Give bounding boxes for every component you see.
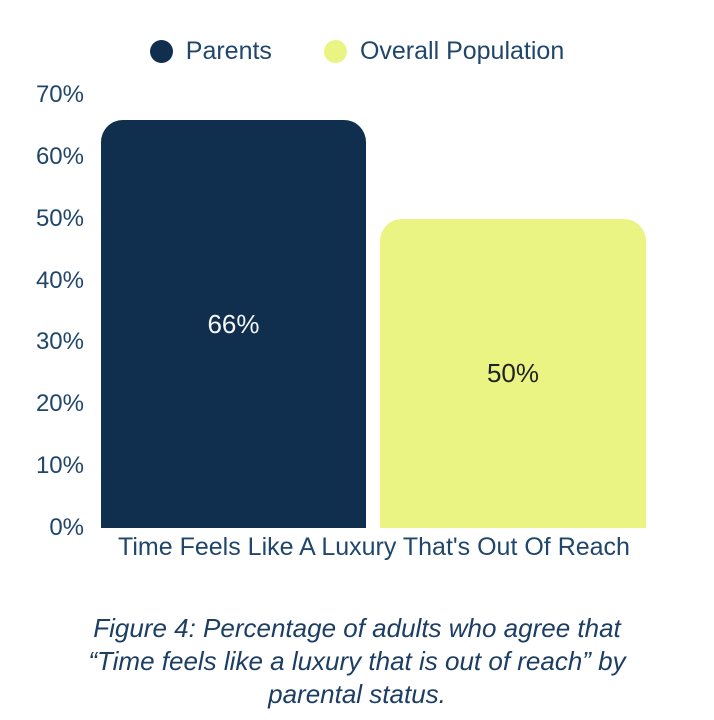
bar-parents: 66% (101, 120, 366, 528)
y-axis-tick-label: 10% (35, 452, 84, 480)
legend-label-overall-population: Overall Population (359, 37, 565, 65)
x-axis-label: Time Feels Like A Luxury That's Out Of R… (118, 533, 630, 561)
y-axis-tick-label: 60% (35, 142, 84, 170)
legend-label-parents: Parents (185, 37, 272, 65)
y-axis-tick-label: 20% (35, 390, 84, 418)
y-axis-tick-label: 40% (35, 266, 84, 294)
bar-value-label-parents: 66% (207, 308, 260, 339)
caption-line: “Time feels like a luxury that is out of… (88, 646, 626, 676)
bar-value-label-overall-population: 50% (486, 358, 540, 388)
figure-caption: Figure 4: Percentage of adults who agree… (0, 612, 714, 711)
y-axis-tick-label: 50% (35, 204, 84, 232)
legend-item-overall-population: Overall Population (323, 37, 565, 66)
legend-item-parents: Parents (149, 37, 272, 66)
caption-line: parental status. (268, 679, 446, 709)
y-axis-tick-label: 30% (35, 328, 84, 356)
legend-swatch-overall-population (323, 40, 347, 63)
y-axis-tick-label: 70% (35, 81, 84, 108)
caption-line: Figure 4: Percentage of adults who agree… (93, 613, 621, 643)
bar-overall-population: 50% (380, 219, 646, 528)
legend: Parents Overall Population (0, 37, 714, 66)
legend-swatch-parents (149, 40, 173, 63)
y-axis-tick-label: 0% (49, 514, 84, 541)
